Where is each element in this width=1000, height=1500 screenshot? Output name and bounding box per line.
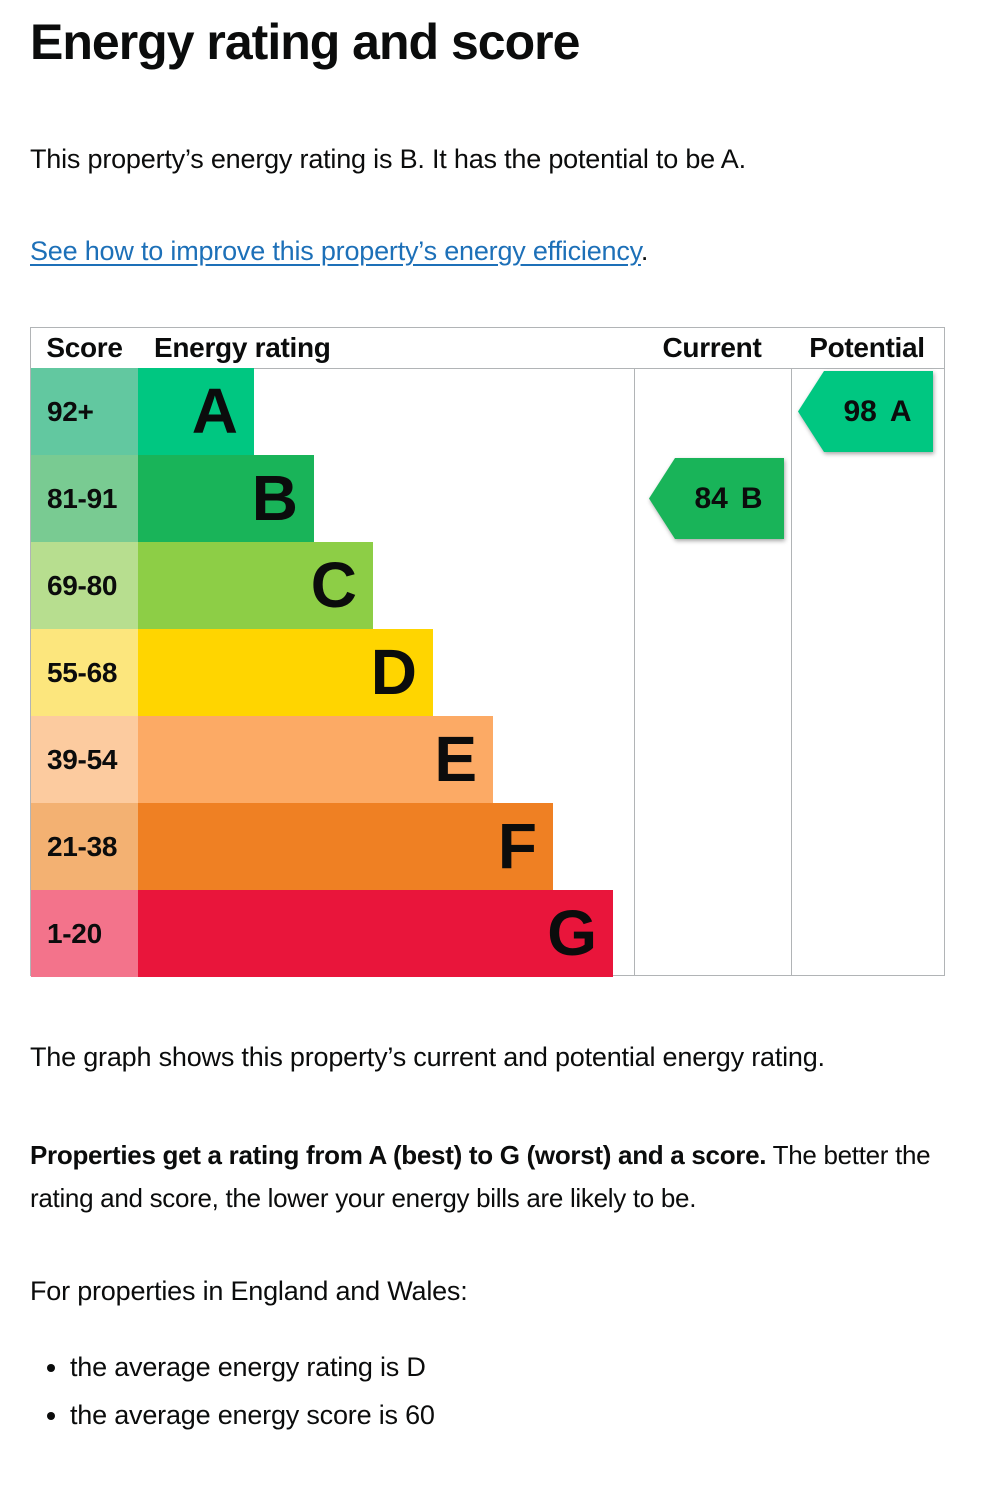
current-rating-arrow-shape: 84 B — [649, 458, 784, 539]
list-item-average-score: the average energy score is 60 — [70, 1396, 970, 1435]
column-divider-potential — [791, 328, 792, 975]
band-bar-g: G — [138, 890, 613, 977]
potential-score-value: 98 — [843, 394, 877, 428]
rating-explanation: Properties get a rating from A (best) to… — [30, 1134, 945, 1220]
column-header-potential: Potential — [809, 332, 925, 363]
score-range-f: 21-38 — [31, 803, 138, 890]
score-range-b: 81-91 — [31, 455, 138, 542]
band-bar-a: A — [138, 368, 254, 455]
chart-header-row: Score Energy rating Current Potential — [31, 328, 944, 369]
energy-rating-chart: Score Energy rating Current Potential 92… — [30, 327, 945, 977]
band-row-b: 81-91 B — [31, 455, 944, 542]
band-row-c: 69-80 C — [31, 542, 944, 629]
band-rows: 92+ A 81-91 B 69-80 C 55-68 D 39-54 E 21-38 F 1-20 G — [31, 368, 944, 977]
averages-list: the average energy rating is D the avera… — [30, 1348, 970, 1444]
potential-rating-arrow-shape: 98 A — [798, 371, 933, 452]
link-suffix: . — [640, 236, 649, 266]
column-header-current: Current — [662, 332, 762, 363]
graph-caption: The graph shows this property’s current … — [30, 1042, 825, 1072]
current-score-value: 84 — [694, 481, 728, 515]
current-band-letter: B — [740, 481, 763, 515]
rating-explanation-rest: The better the rating and score, the low… — [30, 1140, 931, 1213]
column-header-score: Score — [46, 332, 123, 363]
current-rating-arrow: 84 B — [649, 458, 784, 539]
potential-rating-arrow: 98 A — [798, 371, 933, 452]
band-bar-b: B — [138, 455, 314, 542]
band-bar-e: E — [138, 716, 493, 803]
band-row-a: 92+ A — [31, 368, 944, 455]
page-title: Energy rating and score — [30, 14, 580, 70]
band-bar-d: D — [138, 629, 433, 716]
region-note: For properties in England and Wales: — [30, 1276, 468, 1306]
band-bar-f: F — [138, 803, 553, 890]
list-item-average-rating: the average energy rating is D — [70, 1348, 970, 1387]
score-range-g: 1-20 — [31, 890, 138, 977]
score-range-c: 69-80 — [31, 542, 138, 629]
band-row-d: 55-68 D — [31, 629, 944, 716]
improve-link-line: See how to improve this property’s energ… — [30, 236, 960, 267]
potential-band-letter: A — [889, 394, 912, 428]
band-row-g: 1-20 G — [31, 890, 944, 977]
column-divider-current — [634, 328, 635, 975]
band-row-f: 21-38 F — [31, 803, 944, 890]
score-range-d: 55-68 — [31, 629, 138, 716]
improve-efficiency-link[interactable]: See how to improve this property’s energ… — [30, 236, 641, 266]
score-range-e: 39-54 — [31, 716, 138, 803]
column-header-energy-rating: Energy rating — [154, 332, 331, 363]
rating-explanation-bold: Properties get a rating from A (best) to… — [30, 1140, 767, 1170]
band-bar-c: C — [138, 542, 373, 629]
band-row-e: 39-54 E — [31, 716, 944, 803]
score-range-a: 92+ — [31, 368, 138, 455]
rating-summary-text: This property’s energy rating is B. It h… — [30, 144, 746, 174]
